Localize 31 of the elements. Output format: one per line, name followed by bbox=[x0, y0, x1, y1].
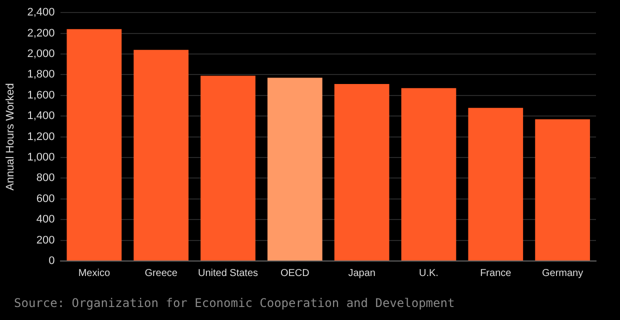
y-tick-label: 1,400 bbox=[27, 110, 55, 122]
bar bbox=[267, 78, 322, 260]
bar bbox=[468, 108, 524, 260]
y-tick-label: 1,600 bbox=[27, 89, 55, 102]
y-tick-label: 0 bbox=[48, 255, 55, 268]
y-tick-label: 800 bbox=[36, 172, 55, 184]
bar bbox=[401, 88, 456, 260]
bar bbox=[134, 50, 189, 260]
x-tick-label: Mexico bbox=[78, 268, 110, 279]
y-tick-label: 2,400 bbox=[27, 6, 55, 19]
x-tick-label: United States bbox=[198, 268, 258, 279]
y-tick-label: 200 bbox=[36, 234, 55, 246]
x-tick-label: Japan bbox=[348, 268, 376, 279]
bar bbox=[535, 119, 590, 260]
source-note: Source: Organization for Economic Cooperation and Development bbox=[14, 296, 455, 310]
bar bbox=[66, 29, 122, 260]
y-tick-label: 1,800 bbox=[27, 68, 55, 81]
y-tick-label: 1,000 bbox=[27, 152, 55, 164]
y-tick-label: 1,200 bbox=[27, 130, 55, 143]
x-tick-label: Greece bbox=[144, 268, 178, 279]
y-tick-label: 400 bbox=[36, 214, 55, 226]
x-tick-label: France bbox=[480, 268, 512, 279]
x-tick-label: OECD bbox=[280, 268, 310, 279]
y-tick-label: 2,000 bbox=[27, 48, 55, 60]
bar bbox=[200, 76, 256, 260]
bar bbox=[334, 84, 390, 260]
y-axis-title: Annual Hours Worked bbox=[4, 83, 17, 191]
x-tick-label: Germany bbox=[542, 268, 584, 279]
y-tick-label: 600 bbox=[36, 192, 55, 205]
x-tick-label: U.K. bbox=[419, 268, 438, 279]
y-tick-label: 2,200 bbox=[27, 27, 55, 40]
